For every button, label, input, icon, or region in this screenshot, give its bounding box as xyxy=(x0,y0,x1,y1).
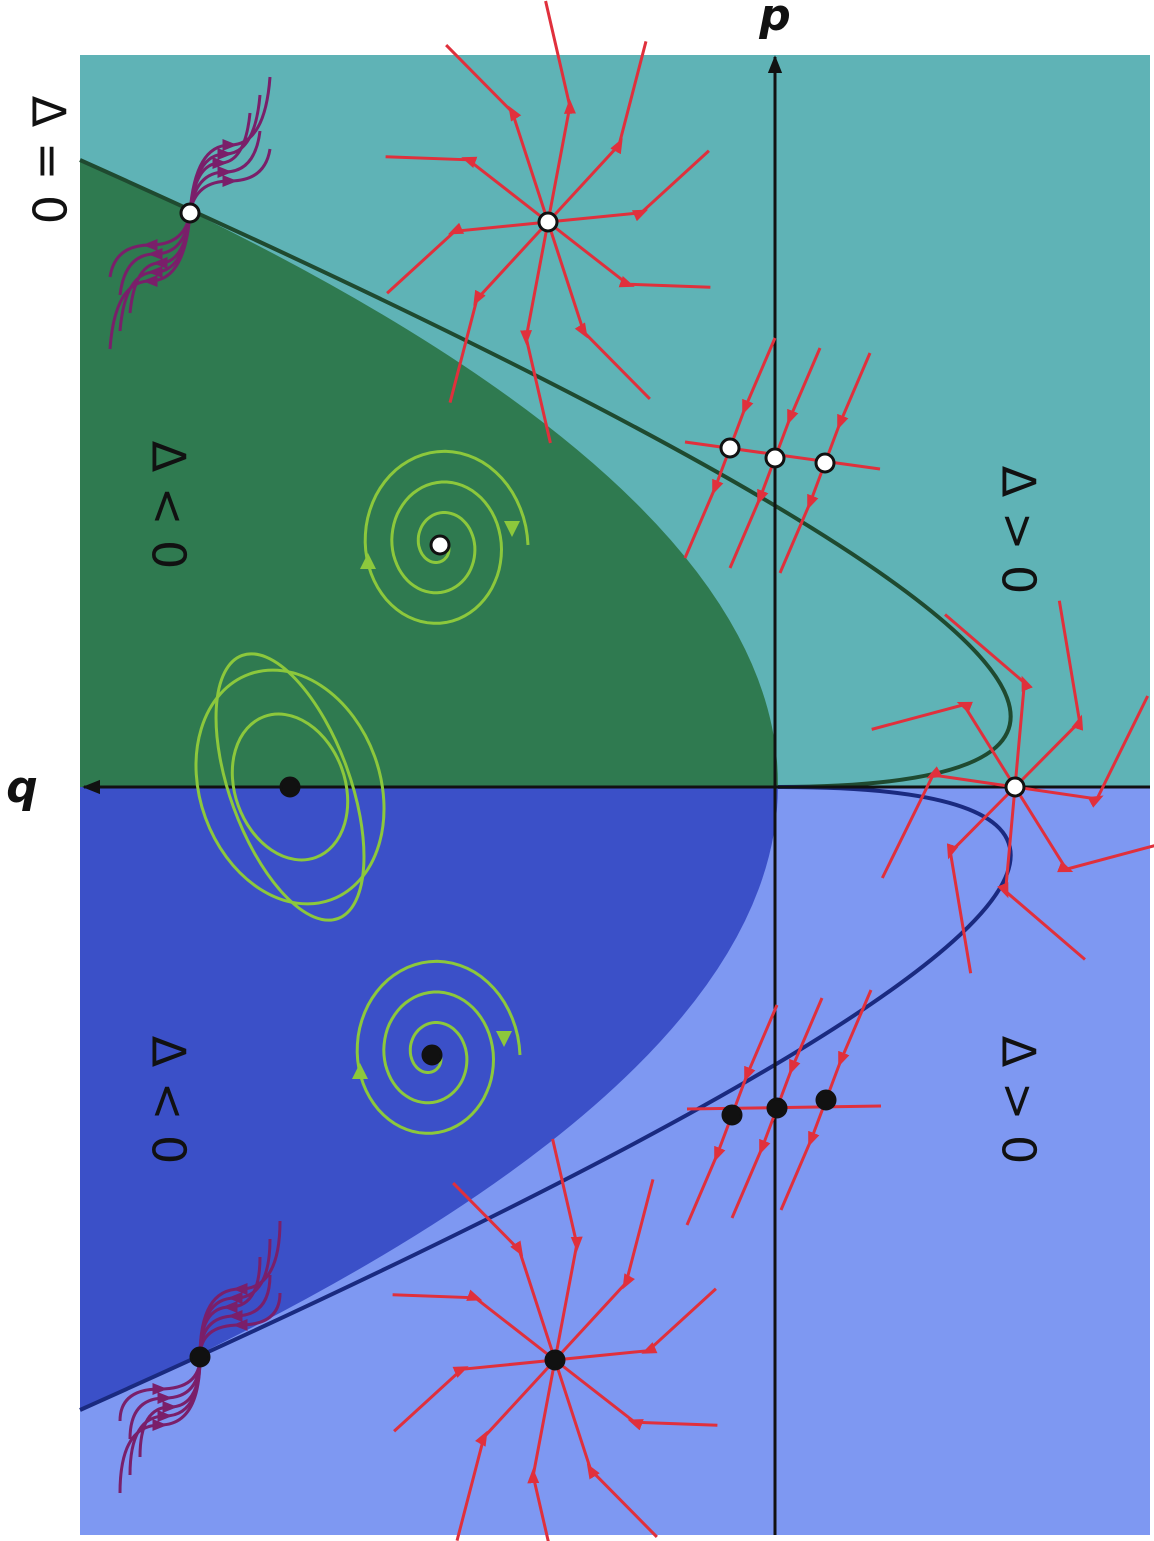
fixed-point xyxy=(191,1348,209,1366)
fixed-point xyxy=(546,1351,564,1369)
region-label: Δ < 0 xyxy=(142,1036,196,1165)
fixed-point xyxy=(721,439,739,457)
fixed-point xyxy=(1006,778,1024,796)
q-label: q xyxy=(6,762,38,813)
fixed-point xyxy=(281,778,299,796)
fixed-point xyxy=(768,1099,786,1117)
region-label: Δ < 0 xyxy=(142,441,196,570)
fixed-point xyxy=(431,536,449,554)
fixed-point xyxy=(423,1046,441,1064)
diagram: q p Δ = 0 Δ < 0 Δ < 0 Δ > 0 Δ > 0 xyxy=(0,0,1154,1541)
region-label: Δ > 0 xyxy=(992,466,1046,595)
p-label: p xyxy=(758,0,791,41)
region-label: Δ = 0 xyxy=(22,96,76,225)
fixed-point xyxy=(816,454,834,472)
fixed-point xyxy=(766,449,784,467)
fixed-point xyxy=(817,1091,835,1109)
fixed-point xyxy=(723,1106,741,1124)
fixed-point xyxy=(181,204,199,222)
region-label: Δ > 0 xyxy=(992,1036,1046,1165)
fixed-point xyxy=(539,213,557,231)
